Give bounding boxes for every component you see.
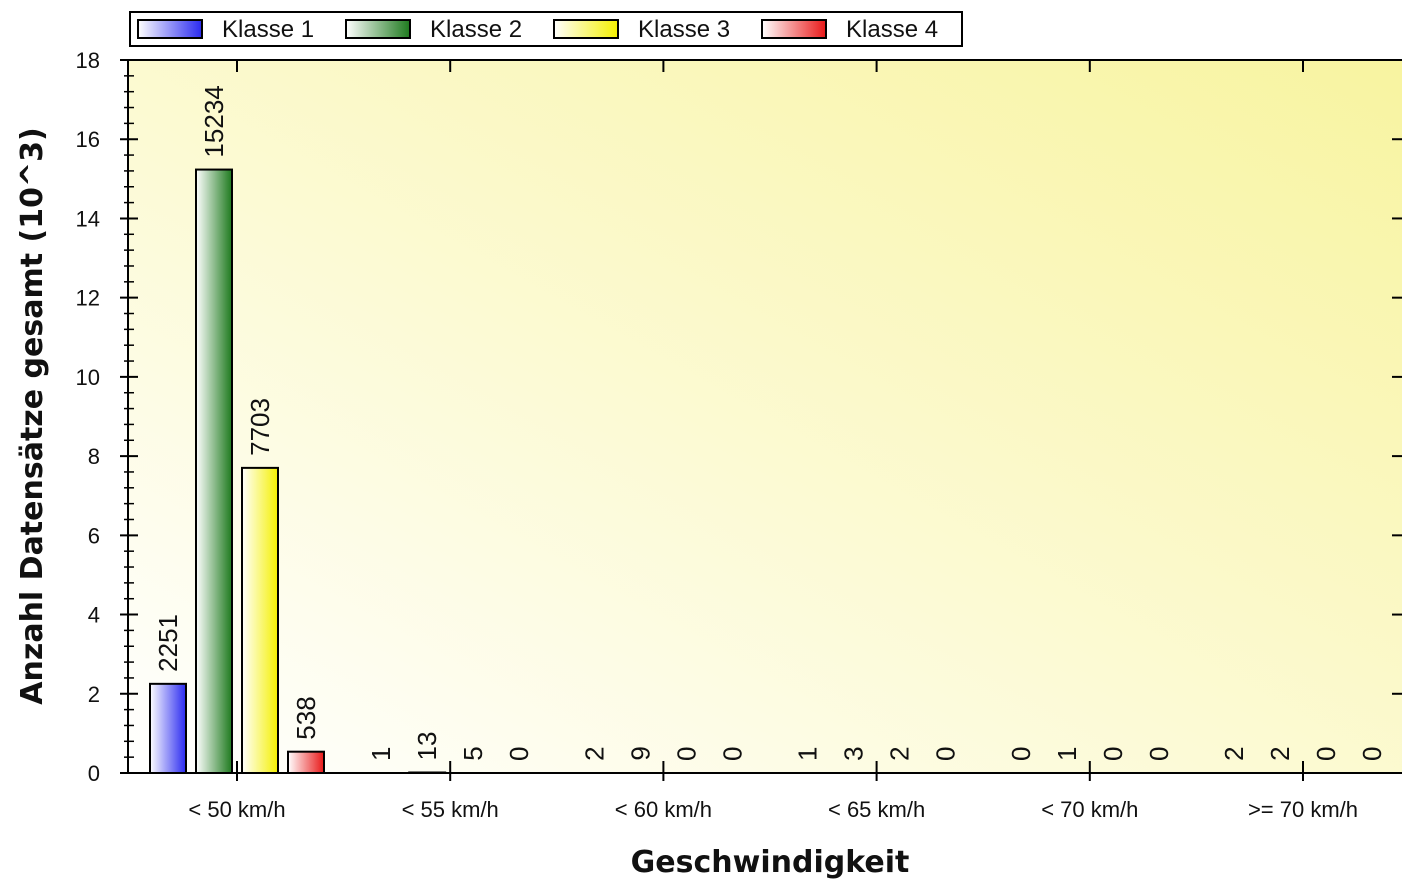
y-tick-label-0: 0	[88, 761, 100, 786]
data-label-2-1: 15234	[199, 85, 229, 157]
x-tick-label-3: < 65 km/h	[828, 797, 925, 822]
legend-label-4: Klasse 4	[846, 16, 938, 43]
data-label-3-4: 2	[885, 746, 915, 760]
y-tick-label-2: 4	[88, 603, 100, 628]
legend-swatch-4	[761, 19, 827, 39]
data-label-4-5: 0	[1144, 747, 1174, 761]
data-label-4-6: 0	[1357, 747, 1387, 761]
y-tick-label-5: 10	[76, 365, 100, 390]
data-labels-layer: 2251 1 2 1 0 2 15234 13 9 3 1 2 7703 5 0 2 0 0 538 0 0 0 0 0	[153, 85, 1387, 761]
data-label-2-3: 9	[625, 746, 655, 760]
x-tick-labels-layer: < 50 km/h < 55 km/h < 60 km/h < 65 km/h < 70…	[188, 797, 1358, 822]
legend: Klasse 1 Klasse 2 Klasse 3 Klasse 4	[129, 11, 963, 47]
legend-label-3: Klasse 3	[638, 16, 730, 43]
data-label-2-2: 13	[412, 732, 442, 761]
data-label-4-3: 0	[717, 747, 747, 761]
y-tick-label-9: 18	[76, 48, 100, 73]
data-label-1-4: 1	[793, 746, 823, 760]
y-tick-label-4: 8	[88, 444, 100, 469]
axes-layer	[120, 59, 1402, 781]
x-axis-title: Geschwindigkeit	[631, 845, 910, 879]
legend-label-2: Klasse 2	[430, 16, 522, 43]
bar-2-1	[195, 168, 233, 774]
data-label-4-1: 538	[291, 696, 321, 739]
y-tick-label-3: 6	[88, 523, 100, 548]
y-tick-label-7: 14	[76, 206, 100, 231]
x-tick-label-4: < 70 km/h	[1041, 797, 1138, 822]
data-label-1-6: 2	[1219, 746, 1249, 760]
data-label-2-5: 1	[1052, 746, 1082, 760]
data-label-3-2: 5	[458, 746, 488, 760]
data-label-3-6: 0	[1311, 747, 1341, 761]
data-label-4-4: 0	[931, 747, 961, 761]
x-tick-label-5: >= 70 km/h	[1248, 797, 1358, 822]
bars-layer	[149, 168, 447, 774]
data-label-3-5: 0	[1098, 747, 1128, 761]
bar-3-1	[241, 466, 279, 774]
data-label-1-3: 2	[579, 746, 609, 760]
data-label-4-2: 0	[504, 747, 534, 761]
y-tick-label-8: 16	[76, 127, 100, 152]
data-label-2-4: 3	[839, 746, 869, 760]
plot-background	[128, 60, 1402, 773]
bar-4-1	[287, 750, 325, 774]
x-tick-label-1: < 55 km/h	[402, 797, 499, 822]
y-tick-label-1: 2	[88, 682, 100, 707]
data-label-2-6: 2	[1265, 746, 1295, 760]
data-label-3-3: 0	[671, 747, 701, 761]
y-tick-label-6: 12	[76, 286, 100, 311]
data-label-1-1: 2251	[153, 614, 183, 672]
data-label-1-2: 1	[366, 746, 396, 760]
legend-swatch-2	[345, 19, 411, 39]
legend-label-1: Klasse 1	[222, 16, 314, 43]
legend-swatch-1	[137, 19, 203, 39]
data-label-3-1: 7703	[245, 398, 275, 456]
y-axis-title: Anzahl Datensätze gesamt (10^3)	[15, 127, 50, 704]
x-tick-label-2: < 60 km/h	[615, 797, 712, 822]
x-tick-label-0: < 50 km/h	[188, 797, 285, 822]
y-tick-labels-layer: 0 2 4 6 8 10 12 14 16 18	[76, 48, 100, 786]
legend-swatch-3	[553, 19, 619, 39]
bar-1-1	[149, 682, 187, 774]
data-label-1-5: 0	[1006, 747, 1036, 761]
